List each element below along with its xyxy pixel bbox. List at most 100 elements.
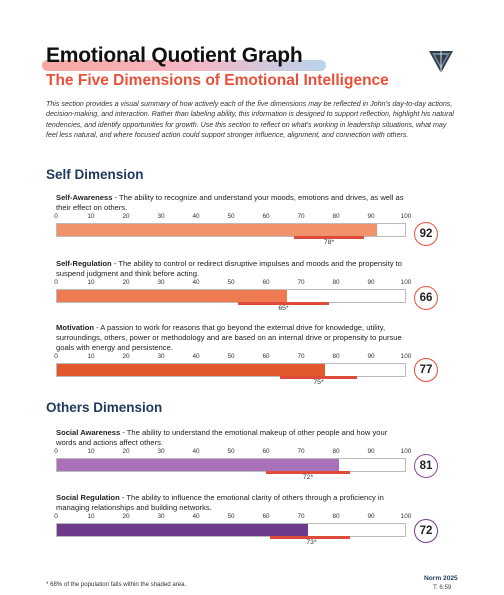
tick-label: 0 xyxy=(54,513,58,520)
tick-label: 60 xyxy=(262,448,270,455)
score-bar-fill xyxy=(57,290,287,302)
intro-paragraph: This section provides a visual summary o… xyxy=(46,100,454,140)
norm-range-band xyxy=(280,376,357,379)
tick-label: 80 xyxy=(332,279,340,286)
dimension-self-regulation: Self-Regulation - The ability to control… xyxy=(54,259,411,312)
tick-label: 80 xyxy=(332,448,340,455)
norm-range-band xyxy=(269,536,350,539)
tick-label: 60 xyxy=(262,513,270,520)
score-badge: 92 xyxy=(414,222,438,246)
page-title: Emotional Quotient Graph xyxy=(46,44,303,67)
norm-value-label: 75* xyxy=(313,379,324,386)
dimension-social-awareness: Social Awareness - The ability to unders… xyxy=(54,428,411,481)
tick-label: 20 xyxy=(122,513,130,520)
tick-label: 10 xyxy=(87,353,95,360)
score-bar-track xyxy=(56,523,406,537)
norm-range-band xyxy=(294,236,364,239)
dimension-text: - The ability to influence the emotional… xyxy=(56,493,384,512)
triangle-logo-icon xyxy=(429,51,453,73)
tick-label: 50 xyxy=(227,213,235,220)
norm-value-label: 65* xyxy=(278,305,289,312)
axis-ticks: 0 10 20 30 40 50 60 70 80 90 100 xyxy=(54,448,411,457)
score-badge: 66 xyxy=(414,286,438,310)
dimension-social-regulation: Social Regulation - The ability to influ… xyxy=(54,493,411,546)
tick-label: 50 xyxy=(227,353,235,360)
tick-label: 100 xyxy=(400,448,412,455)
score-bar-fill xyxy=(57,524,308,536)
tick-label: 30 xyxy=(157,448,165,455)
tick-label: 10 xyxy=(87,279,95,286)
tick-label: 10 xyxy=(87,448,95,455)
tick-label: 60 xyxy=(262,353,270,360)
axis-ticks: 0 10 20 30 40 50 60 70 80 90 100 xyxy=(54,513,411,522)
dimension-name: Self-Awareness xyxy=(56,193,113,202)
page-subtitle: The Five Dimensions of Emotional Intelli… xyxy=(46,72,389,89)
tick-label: 10 xyxy=(87,513,95,520)
axis-ticks: 0 10 20 30 40 50 60 70 80 90 100 xyxy=(54,213,411,222)
tick-label: 70 xyxy=(297,279,305,286)
tick-label: 40 xyxy=(192,353,200,360)
tick-label: 30 xyxy=(157,513,165,520)
tick-label: 100 xyxy=(400,353,412,360)
tick-label: 70 xyxy=(297,513,305,520)
tick-label: 100 xyxy=(400,213,412,220)
score-bar-track xyxy=(56,289,406,303)
tick-label: 40 xyxy=(192,448,200,455)
tick-label: 90 xyxy=(367,213,375,220)
norm-value-label: 78* xyxy=(323,239,335,246)
tick-label: 20 xyxy=(122,279,130,286)
dimension-self-awareness: Self-Awareness - The ability to recogniz… xyxy=(54,193,411,246)
dimension-name: Social Awareness xyxy=(56,428,121,437)
tick-label: 20 xyxy=(122,448,130,455)
score-badge: 72 xyxy=(414,519,438,543)
norm-range-band xyxy=(266,471,350,474)
dimension-description: Social Awareness - The ability to unders… xyxy=(56,428,406,448)
tick-label: 40 xyxy=(192,513,200,520)
axis-ticks: 0 10 20 30 40 50 60 70 80 90 100 xyxy=(54,279,411,288)
tick-label: 40 xyxy=(192,279,200,286)
dimension-description: Motivation - A passion to work for reaso… xyxy=(56,323,406,353)
tick-label: 80 xyxy=(332,213,340,220)
norm-code: T: 6:59 xyxy=(433,584,452,591)
tick-label: 70 xyxy=(297,213,305,220)
tick-label: 50 xyxy=(227,448,235,455)
section-heading-self: Self Dimension xyxy=(46,167,144,182)
tick-label: 30 xyxy=(157,279,165,286)
dimension-name: Social Regulation xyxy=(56,493,120,502)
tick-label: 80 xyxy=(332,353,340,360)
tick-label: 90 xyxy=(367,279,375,286)
tick-label: 90 xyxy=(367,353,375,360)
score-bar-track xyxy=(56,363,406,377)
tick-label: 20 xyxy=(122,213,130,220)
dimension-description: Self-Awareness - The ability to recogniz… xyxy=(56,193,406,213)
score-bar-fill xyxy=(57,459,339,471)
tick-label: 50 xyxy=(227,279,235,286)
dimension-name: Motivation xyxy=(56,323,94,332)
tick-label: 70 xyxy=(297,353,305,360)
norm-year: Norm 2025 xyxy=(424,575,458,582)
dimension-description: Social Regulation - The ability to influ… xyxy=(56,493,406,513)
score-bar-track xyxy=(56,223,406,237)
tick-label: 30 xyxy=(157,353,165,360)
dimension-text: - The ability to recognize and understan… xyxy=(56,193,404,212)
tick-label: 30 xyxy=(157,213,165,220)
footnote: * 68% of the population falls within the… xyxy=(46,581,187,588)
tick-label: 0 xyxy=(54,353,58,360)
tick-label: 60 xyxy=(262,279,270,286)
dimension-name: Self-Regulation xyxy=(56,259,112,268)
tick-label: 0 xyxy=(54,279,58,286)
tick-label: 80 xyxy=(332,513,340,520)
dimension-motivation: Motivation - A passion to work for reaso… xyxy=(54,323,411,386)
tick-label: 0 xyxy=(54,213,58,220)
tick-label: 100 xyxy=(400,279,412,286)
dimension-description: Self-Regulation - The ability to control… xyxy=(56,259,406,279)
tick-label: 20 xyxy=(122,353,130,360)
title-highlight xyxy=(42,60,326,71)
axis-ticks: 0 10 20 30 40 50 60 70 80 90 100 xyxy=(54,353,411,362)
score-bar-fill xyxy=(57,364,325,376)
section-heading-others: Others Dimension xyxy=(46,400,163,415)
dimension-text: - The ability to control or redirect dis… xyxy=(56,259,402,278)
tick-label: 50 xyxy=(227,513,235,520)
norm-value-label: 72* xyxy=(302,474,314,481)
